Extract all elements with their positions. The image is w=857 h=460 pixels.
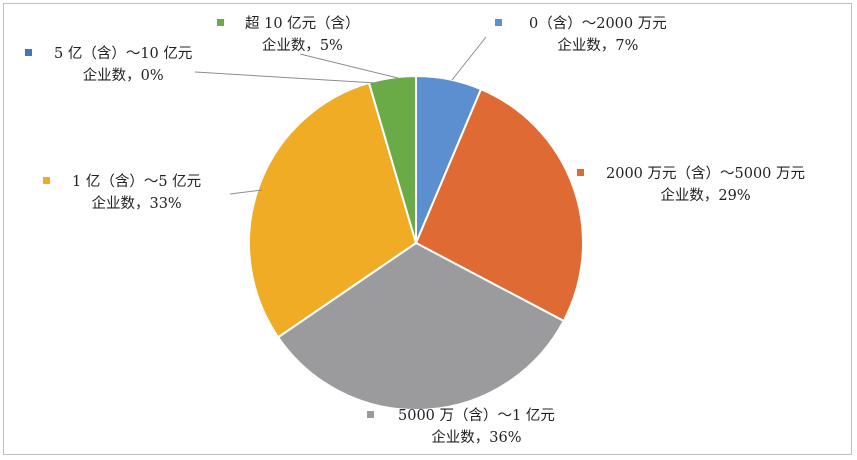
label-key-square — [217, 19, 224, 26]
label-key-square — [577, 169, 584, 176]
slice-category-label: 1 亿（含）～5 亿元 — [72, 173, 201, 190]
slice-value-label: 企业数，5% — [262, 36, 343, 54]
slice-category-label: 5 亿（含）～10 亿元 — [54, 45, 192, 62]
pie-slice — [414, 87, 584, 323]
slice-category-label: 2000 万元（含）～5000 万元 — [606, 165, 805, 182]
leader-lines — [194, 36, 487, 195]
slice-value-label: 企业数，0% — [83, 66, 164, 84]
slice-category-label: 超 10 亿元（含） — [245, 15, 360, 32]
slice-category-label: 0（含）～2000 万元 — [529, 15, 667, 32]
label-key-square — [25, 49, 32, 56]
label-key-square — [495, 19, 502, 26]
label-key-square — [43, 177, 50, 184]
leader-line — [299, 53, 399, 79]
slice-value-label: 企业数，29% — [660, 186, 750, 204]
leader-line — [229, 189, 263, 195]
label-key-square — [367, 411, 374, 418]
slice-value-label: 企业数，36% — [431, 428, 521, 446]
slice-value-label: 企业数，7% — [557, 36, 638, 54]
slice-category-label: 5000 万（含）～1 亿元 — [398, 407, 555, 424]
leader-line — [194, 71, 393, 85]
slice-value-label: 企业数，33% — [91, 194, 181, 212]
leader-line — [451, 36, 487, 81]
pie-slice — [248, 81, 418, 339]
pie-slices — [248, 74, 584, 411]
pie-slice — [276, 241, 566, 411]
